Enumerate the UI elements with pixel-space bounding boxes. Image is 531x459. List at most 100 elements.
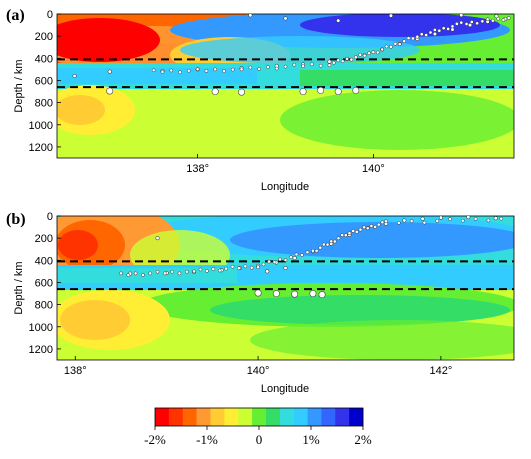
slab-earthquake-point <box>239 67 244 72</box>
slab-earthquake-point <box>480 19 485 24</box>
y-tick-label: 800 <box>35 300 53 312</box>
y-tick-label: 200 <box>35 31 53 43</box>
slab-earthquake-point <box>184 269 189 274</box>
deep-earthquake-point <box>291 290 299 298</box>
slab-earthquake-point <box>169 68 174 73</box>
x-tick-label: 140° <box>247 365 270 377</box>
slab-earthquake-point <box>119 271 123 276</box>
slab-earthquake-point <box>460 218 465 223</box>
slab-earthquake-point <box>393 41 398 46</box>
slab-earthquake-point <box>336 58 341 63</box>
slab-earthquake-point <box>327 63 332 68</box>
slab-earthquake-point <box>329 239 334 244</box>
colorbar-tick-label: 0 <box>256 432 263 447</box>
slab-earthquake-point <box>230 67 235 72</box>
colorbar-swatch <box>224 408 239 426</box>
slab-earthquake-point <box>433 28 437 32</box>
panel-a-marks <box>57 13 514 96</box>
earthquake-point <box>327 59 332 64</box>
slab-earthquake-point <box>402 39 406 43</box>
y-tick-label: 600 <box>35 277 53 289</box>
slab-earthquake-point <box>177 271 182 276</box>
slab-earthquake-point <box>496 16 501 21</box>
deep-earthquake-point <box>318 291 326 299</box>
colorbar-swatch <box>210 408 225 426</box>
slab-earthquake-point <box>473 217 478 221</box>
panel-a-field <box>57 14 514 158</box>
slab-earthquake-point <box>178 70 182 75</box>
slab-earthquake-point <box>435 219 440 223</box>
slab-earthquake-point <box>448 217 452 221</box>
slab-earthquake-point <box>325 242 330 247</box>
slab-earthquake-point <box>486 218 491 223</box>
earthquake-point <box>438 215 443 220</box>
colorbar-swatch <box>238 408 253 426</box>
slab-earthquake-point <box>305 250 310 255</box>
slab-earthquake-point <box>217 268 222 273</box>
earthquake-point <box>459 13 464 18</box>
slab-earthquake-point <box>205 269 209 273</box>
slab-earthquake-point <box>318 245 323 250</box>
deep-earthquake-point <box>254 289 262 297</box>
slab-earthquake-point <box>340 59 345 64</box>
panel-a-ylabel: Depth / km <box>13 59 25 112</box>
earthquake-point <box>155 236 160 241</box>
slab-earthquake-point <box>347 231 352 236</box>
x-tick-label: 142° <box>429 365 452 377</box>
slab-earthquake-point <box>274 66 279 71</box>
panel-a: (a) 0 200 400 600 800 1000 1200 138° 140° Depth … <box>6 7 515 193</box>
earthquake-point <box>336 18 341 23</box>
y-tick-label: 0 <box>47 211 53 223</box>
colorbar-tick-label: 1% <box>302 432 320 447</box>
earthquake-point <box>265 269 270 274</box>
slab-earthquake-point <box>322 242 326 247</box>
slab-earthquake-point <box>283 258 288 262</box>
earthquake-point <box>468 23 473 28</box>
slab-earthquake-point <box>397 42 402 46</box>
deep-earthquake-point <box>106 87 114 95</box>
slab-earthquake-point <box>455 22 459 26</box>
colorbar-tick-label: 2% <box>354 432 372 447</box>
panel-a-axes: 0 200 400 600 800 1000 1200 138° 140° <box>29 9 385 175</box>
earthquake-point <box>402 218 407 223</box>
earthquake-point <box>466 215 471 220</box>
slab-earthquake-point <box>499 216 504 221</box>
slab-earthquake-point <box>424 33 428 37</box>
deep-earthquake-point <box>299 88 307 96</box>
slab-earthquake-point <box>257 67 261 71</box>
slab-earthquake-point <box>204 69 209 73</box>
slab-earthquake-point <box>155 269 160 274</box>
colorbar-swatch <box>196 408 211 426</box>
slab-earthquake-point <box>446 27 450 31</box>
slab-earthquake-point <box>376 222 381 227</box>
colorbar-swatch <box>349 408 364 426</box>
deep-earthquake-point <box>334 88 342 96</box>
colorbar-swatch <box>252 408 267 426</box>
y-tick-label: 600 <box>35 75 53 87</box>
earthquake-point <box>493 216 498 221</box>
slab-earthquake-point <box>340 233 345 237</box>
deep-earthquake-point <box>272 290 280 298</box>
slab-earthquake-point <box>237 266 241 271</box>
earthquake-point <box>420 216 425 221</box>
panel-b-marks <box>57 215 514 299</box>
panel-b-field <box>57 216 514 360</box>
slab-earthquake-point <box>437 28 442 33</box>
slab-earthquake-point <box>358 52 363 57</box>
slab-earthquake-point <box>351 229 355 233</box>
slab-earthquake-point <box>358 227 363 232</box>
slab-earthquake-point <box>406 36 411 40</box>
deep-earthquake-point <box>211 88 219 96</box>
slab-earthquake-point <box>267 259 271 264</box>
slab-earthquake-point <box>283 64 288 69</box>
panel-a-label: (a) <box>6 7 25 24</box>
slab-earthquake-point <box>422 220 427 225</box>
slab-earthquake-point <box>469 20 474 24</box>
slab-earthquake-point <box>256 265 260 270</box>
colorbar-tick-label: -1% <box>196 432 218 447</box>
slab-earthquake-point <box>141 273 145 277</box>
slab-earthquake-point <box>369 224 374 228</box>
colorbar-swatch <box>307 408 322 426</box>
earthquake-point <box>292 256 297 261</box>
